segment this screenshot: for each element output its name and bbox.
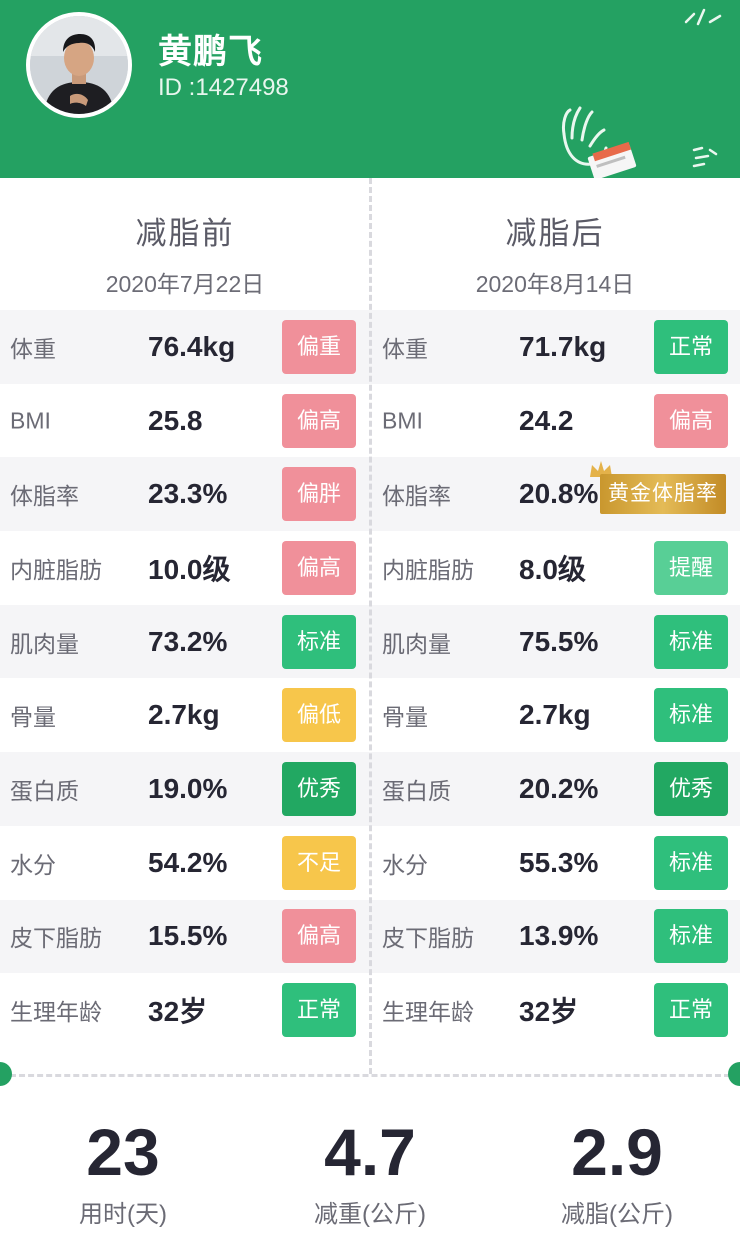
summary-value: 23 [86,1115,160,1189]
summary-value: 2.9 [571,1115,663,1189]
before-status-badge: 偏高 [282,909,356,964]
metric-label: 体脂率 [382,483,451,510]
metric-row: 生理年龄 32岁 正常 生理年龄 32岁 正常 [0,973,740,1047]
after-value: 24.2 [519,404,574,436]
sparkle-icon [692,146,718,168]
before-value: 73.2% [148,625,228,657]
metric-label: 皮下脂肪 [10,925,102,952]
before-column-header: 减脂前 2020年7月22日 [0,178,370,310]
sparkle-icon [684,8,722,26]
before-value: 2.7kg [148,699,220,731]
metric-label: BMI [382,407,423,434]
before-value: 54.2% [148,846,228,878]
divider-notch-right [728,1062,740,1086]
metric-row: 水分 54.2% 不足 水分 55.3% 标准 [0,826,740,900]
before-value: 76.4kg [148,330,236,362]
metric-label: 肌肉量 [10,630,79,657]
metric-label: 蛋白质 [382,777,451,804]
avatar[interactable] [26,12,132,118]
after-value: 8.0级 [519,553,586,585]
column-divider [369,178,372,1074]
after-status-badge: 提醒 [654,540,728,595]
before-value: 19.0% [148,772,228,804]
after-value: 20.8% [519,478,599,510]
summary-label: 减重(公斤) [314,1201,426,1228]
after-title: 减脂后 [505,216,605,251]
summary-weight-loss: 4.7 减重(公斤) [247,1112,493,1229]
after-column-header: 减脂后 2020年8月14日 [370,178,740,310]
after-status-badge: 偏高 [654,393,728,448]
after-value: 75.5% [519,625,599,657]
hand-illustration-icon [562,106,637,178]
metric-label: 水分 [10,851,56,878]
metric-label: 皮下脂肪 [382,925,474,952]
metric-label: 骨量 [10,704,56,731]
before-value: 10.0级 [148,553,231,585]
before-status-badge: 不足 [282,835,356,890]
metric-label: 体重 [10,335,56,362]
avatar-photo [30,16,128,114]
after-status-badge: 标准 [654,614,728,669]
before-status-badge: 偏高 [282,540,356,595]
after-status-badge: 标准 [654,909,728,964]
user-id: ID :1427498 [158,74,289,101]
metric-label: 体脂率 [10,483,79,510]
after-value: 55.3% [519,846,599,878]
summary-divider [10,1074,730,1077]
divider-notch-left [0,1062,12,1086]
summary-label: 减脂(公斤) [561,1201,673,1228]
after-value: 13.9% [519,920,599,952]
profile-header: 黄鹏飞 ID :1427498 [0,0,740,178]
summary-fat-loss: 2.9 减脂(公斤) [494,1112,740,1229]
metric-label: 肌肉量 [382,630,451,657]
after-status-badge: 标准 [654,688,728,743]
metric-label: 体重 [382,335,428,362]
after-status-badge: 正常 [654,983,728,1038]
metric-row: 内脏脂肪 10.0级 偏高 内脏脂肪 8.0级 提醒 [0,531,740,605]
before-title: 减脂前 [135,216,235,251]
after-date: 2020年8月14日 [475,271,635,297]
after-status-badge: 正常 [654,319,728,374]
golden-body-fat-badge: 黄金体脂率 [600,474,726,515]
metric-label: 水分 [382,851,428,878]
after-status-badge: 优秀 [654,761,728,816]
before-status-badge: 标准 [282,614,356,669]
before-status-badge: 偏低 [282,688,356,743]
before-status-badge: 正常 [282,983,356,1038]
after-value: 20.2% [519,772,599,804]
metric-row: 骨量 2.7kg 偏低 骨量 2.7kg 标准 [0,678,740,752]
before-status-badge: 偏高 [282,393,356,448]
metric-label: 生理年龄 [382,999,474,1026]
user-name: 黄鹏飞 [158,33,263,71]
before-status-badge: 偏重 [282,319,356,374]
before-status-badge: 偏胖 [282,467,356,522]
summary-value: 4.7 [324,1115,416,1189]
metric-label: 蛋白质 [10,777,79,804]
metric-label: BMI [10,407,51,434]
metric-label: 生理年龄 [10,999,102,1026]
before-date: 2020年7月22日 [105,271,265,297]
after-value: 2.7kg [519,699,591,731]
before-value: 15.5% [148,920,228,952]
metric-row: BMI 25.8 偏高 BMI 24.2 偏高 [0,384,740,458]
before-value: 32岁 [148,996,208,1028]
summary-days: 23 用时(天) [0,1112,246,1229]
summary-label: 用时(天) [79,1201,167,1228]
after-value: 32岁 [519,996,579,1028]
after-status-badge: 标准 [654,835,728,890]
before-status-badge: 优秀 [282,761,356,816]
before-value: 23.3% [148,478,228,510]
metric-label: 骨量 [382,704,428,731]
crown-icon [590,461,612,478]
metric-label: 内脏脂肪 [10,556,102,583]
before-value: 25.8 [148,404,203,436]
metric-label: 内脏脂肪 [382,556,474,583]
after-value: 71.7kg [519,330,607,362]
